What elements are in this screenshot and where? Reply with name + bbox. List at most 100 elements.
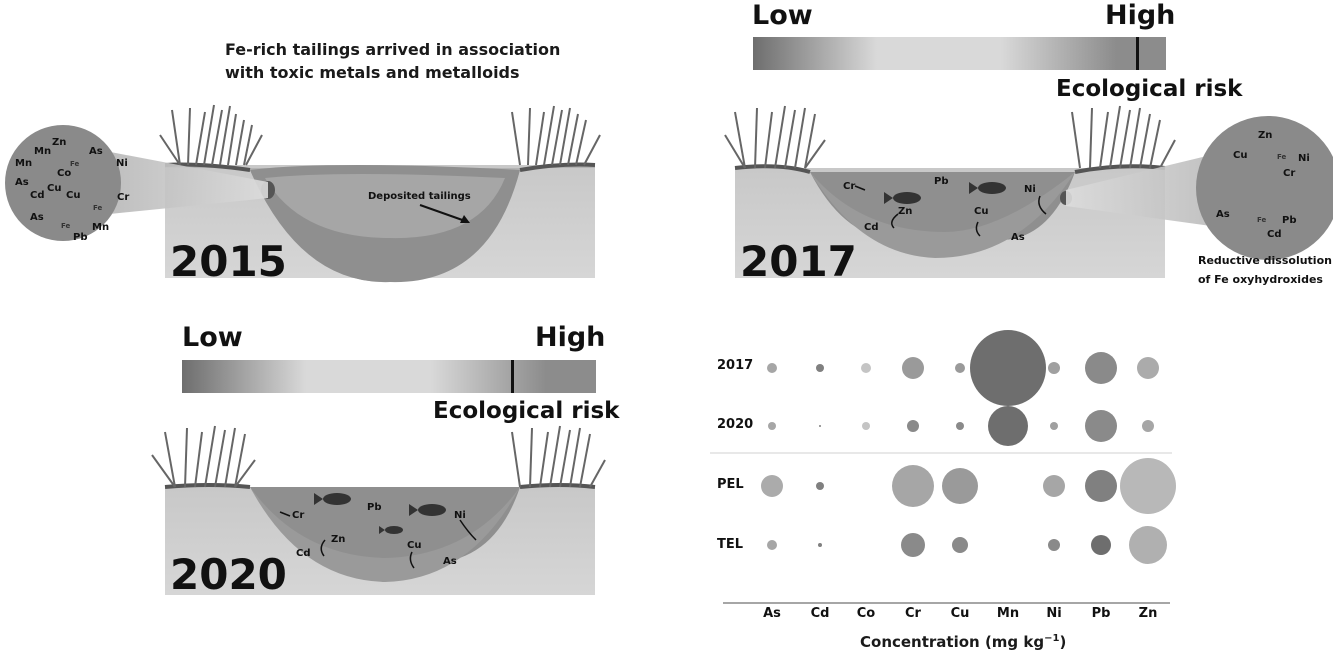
inset-2017-fe1: Fe xyxy=(1277,153,1287,161)
bubble-pel-cd xyxy=(816,482,824,490)
bubble-tel-zn xyxy=(1129,526,1167,564)
fish-2020-b xyxy=(409,504,446,516)
inset-2017-fe2: Fe xyxy=(1257,216,1267,224)
elem-2020-cd: Cd xyxy=(296,548,311,559)
inset-2015-cu: Cu xyxy=(47,183,62,194)
elem-2017-as: As xyxy=(1011,232,1025,243)
inset-2015-ni: Ni xyxy=(116,158,128,169)
bubble-2017-zn xyxy=(1137,357,1159,379)
column-label-co: Co xyxy=(856,606,876,621)
bubble-2017-as xyxy=(767,363,777,373)
bubble-2020-zn xyxy=(1142,420,1154,432)
x-axis-title-sup: −1 xyxy=(1044,633,1060,644)
fish-2017-a xyxy=(884,192,921,204)
elem-2020-cu: Cu xyxy=(407,540,422,551)
bubble-tel-pb xyxy=(1091,535,1111,555)
deposit-label: Deposited tailings xyxy=(368,191,471,202)
inset-2015-pb: Pb xyxy=(73,232,88,243)
bubble-2017-cd xyxy=(816,364,824,372)
column-label-mn: Mn xyxy=(996,606,1020,621)
fish-2020-c xyxy=(379,526,403,534)
caption-2015-line1: Fe-rich tailings arrived in association xyxy=(225,40,561,59)
elem-2020-ni: Ni xyxy=(454,510,466,521)
elem-2017-zn: Zn xyxy=(898,206,913,217)
bubble-2020-cu xyxy=(956,422,964,430)
bubble-2017-cr xyxy=(902,357,924,379)
column-label-pb: Pb xyxy=(1091,606,1111,621)
year-2017: 2017 xyxy=(740,237,857,286)
elem-2020-as: As xyxy=(443,556,457,567)
bubble-tel-as xyxy=(767,540,777,550)
scale-low-2017: Low xyxy=(752,0,813,31)
bubble-2020-co xyxy=(862,422,870,430)
inset-2015-mn2: Mn xyxy=(15,158,33,169)
bubble-2017-ni xyxy=(1048,362,1060,374)
inset-2015-cr: Cr xyxy=(117,192,130,203)
inset-2017-cr: Cr xyxy=(1283,168,1296,179)
fish-2017-b xyxy=(969,182,1006,194)
inset-2015-cd: Cd xyxy=(30,190,45,201)
inset-2017-ni: Ni xyxy=(1298,153,1310,164)
note-2017-line1: Reductive dissolution xyxy=(1198,254,1332,267)
bubble-pel-cr xyxy=(892,465,934,507)
risk-bar-2020 xyxy=(182,360,596,393)
row-label-tel: TEL xyxy=(717,537,744,552)
column-label-cu: Cu xyxy=(950,606,970,621)
elem-2020-zn: Zn xyxy=(331,534,346,545)
scale-high-2017: High xyxy=(1105,0,1176,31)
elem-2017-cu: Cu xyxy=(974,206,989,217)
x-axis-title: Concentration (mg kg−1) xyxy=(860,633,1066,651)
reeds-left-2017 xyxy=(724,105,826,169)
inset-2017-zn: Zn xyxy=(1258,130,1273,141)
bubble-tel-cd xyxy=(818,543,822,547)
bubble-2020-mn xyxy=(988,406,1028,446)
column-label-ni: Ni xyxy=(1046,606,1062,621)
x-axis-title-base: Concentration (mg kg xyxy=(860,633,1045,651)
risk-bar-2017 xyxy=(753,37,1166,70)
reeds-right-2020 xyxy=(511,425,606,488)
inset-2015-fe: Fe xyxy=(70,160,80,168)
bubble-2017-pb xyxy=(1085,352,1117,384)
column-label-zn: Zn xyxy=(1138,606,1158,621)
scale-high-2020: High xyxy=(535,322,606,353)
bubble-2020-ni xyxy=(1050,422,1058,430)
x-axis-title-end: ) xyxy=(1059,633,1067,651)
bubble-tel-cr xyxy=(901,533,925,557)
inset-2015-as2: As xyxy=(15,177,29,188)
inset-2015-zn: Zn xyxy=(52,137,67,148)
lake-2020 xyxy=(151,425,606,595)
risk-label-2017: Ecological risk xyxy=(1056,76,1243,102)
caption-2015-line2: with toxic metals and metalloids xyxy=(225,63,520,82)
year-2020: 2020 xyxy=(170,550,287,599)
reeds-left-2020 xyxy=(151,425,256,488)
bubble-2017-co xyxy=(861,363,871,373)
inset-2017-pb: Pb xyxy=(1282,215,1297,226)
row-label-2020: 2020 xyxy=(717,417,754,432)
lake-2015 xyxy=(5,104,601,283)
risk-label-2020: Ecological risk xyxy=(433,398,620,424)
reeds-right-2015 xyxy=(511,105,601,166)
reeds-right-2017 xyxy=(1071,105,1176,169)
row-label-pel: PEL xyxy=(717,477,744,492)
row-label-2017: 2017 xyxy=(717,358,754,373)
inset-2015-as3: As xyxy=(30,212,44,223)
elem-2017-pb: Pb xyxy=(934,176,949,187)
bubble-pel-as xyxy=(761,475,783,497)
inset-2017-cu: Cu xyxy=(1233,150,1248,161)
bubble-2020-cr xyxy=(907,420,919,432)
elem-2020-pb: Pb xyxy=(367,502,382,513)
inset-2015-fe3: Fe xyxy=(61,222,71,230)
elem-2017-ni: Ni xyxy=(1024,184,1036,195)
bubble-2020-pb xyxy=(1085,410,1117,442)
bubble-pel-zn xyxy=(1120,458,1176,514)
column-label-cd: Cd xyxy=(810,606,830,621)
bubble-2017-mn xyxy=(970,330,1046,406)
bubble-pel-ni xyxy=(1043,475,1065,497)
bubble-2017-cu xyxy=(955,363,965,373)
bubble-pel-cu xyxy=(942,468,978,504)
column-label-cr: Cr xyxy=(905,606,921,621)
inset-2015-mn3: Mn xyxy=(92,222,110,233)
elem-2017-cr: Cr xyxy=(843,181,856,192)
fish-2020-a xyxy=(314,493,351,505)
